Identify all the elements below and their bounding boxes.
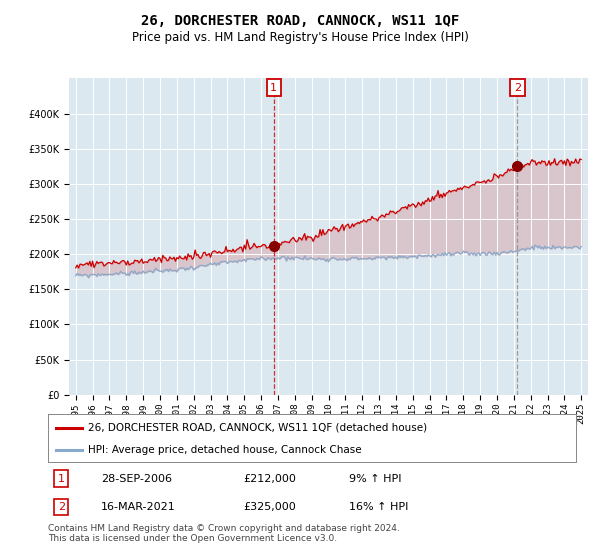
Text: 2: 2 [58, 502, 65, 512]
Text: 1: 1 [58, 474, 65, 484]
Text: £212,000: £212,000 [244, 474, 296, 484]
Text: Contains HM Land Registry data © Crown copyright and database right 2024.
This d: Contains HM Land Registry data © Crown c… [48, 524, 400, 543]
Text: 16% ↑ HPI: 16% ↑ HPI [349, 502, 409, 512]
Text: £325,000: £325,000 [244, 502, 296, 512]
Text: 9% ↑ HPI: 9% ↑ HPI [349, 474, 401, 484]
Text: 16-MAR-2021: 16-MAR-2021 [101, 502, 176, 512]
Text: 28-SEP-2006: 28-SEP-2006 [101, 474, 172, 484]
Text: HPI: Average price, detached house, Cannock Chase: HPI: Average price, detached house, Cann… [88, 445, 361, 455]
Text: Price paid vs. HM Land Registry's House Price Index (HPI): Price paid vs. HM Land Registry's House … [131, 31, 469, 44]
Text: 26, DORCHESTER ROAD, CANNOCK, WS11 1QF: 26, DORCHESTER ROAD, CANNOCK, WS11 1QF [141, 14, 459, 28]
Text: 1: 1 [270, 83, 277, 93]
Text: 26, DORCHESTER ROAD, CANNOCK, WS11 1QF (detached house): 26, DORCHESTER ROAD, CANNOCK, WS11 1QF (… [88, 423, 427, 433]
Text: 2: 2 [514, 83, 521, 93]
